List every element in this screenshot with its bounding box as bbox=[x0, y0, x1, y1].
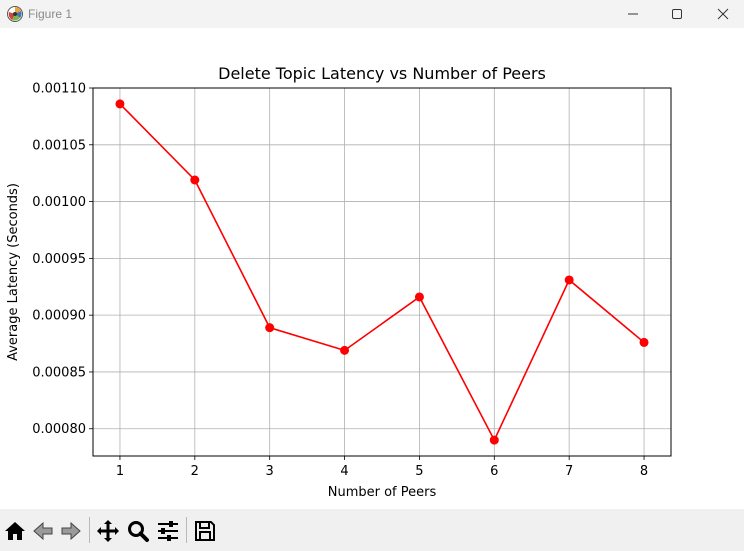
title-bar: Figure 1 bbox=[0, 0, 744, 28]
x-tick-label: 5 bbox=[415, 464, 423, 479]
zoom-button[interactable] bbox=[125, 518, 151, 544]
matplotlib-logo-icon bbox=[7, 6, 23, 22]
configure-subplots-button[interactable] bbox=[155, 518, 181, 544]
toolbar-separator bbox=[89, 517, 90, 543]
x-tick-label: 8 bbox=[640, 464, 648, 479]
minimize-button[interactable] bbox=[610, 0, 656, 28]
x-tick-label: 1 bbox=[116, 464, 124, 479]
close-icon bbox=[717, 8, 729, 20]
close-button[interactable] bbox=[700, 0, 744, 28]
y-tick-label: 0.00110 bbox=[32, 82, 86, 97]
data-point bbox=[265, 323, 275, 333]
data-point bbox=[489, 435, 499, 445]
x-axis-label: Number of Peers bbox=[328, 485, 437, 500]
pan-button[interactable] bbox=[95, 518, 121, 544]
figure-canvas[interactable]: 1 2 3 4 5 6 7 8 0.00080 0.00085 0.00090 0.00095 0.00… bbox=[0, 28, 744, 509]
ticks: 1 2 3 4 5 6 7 8 0.00080 0.00085 0.00090 0.00095 0.00… bbox=[32, 82, 648, 480]
y-axis-label: Average Latency (Seconds) bbox=[6, 183, 21, 361]
save-icon bbox=[195, 521, 215, 541]
zoom-icon bbox=[128, 521, 149, 542]
back-button[interactable] bbox=[30, 518, 56, 544]
maximize-icon bbox=[672, 9, 682, 19]
forward-button[interactable] bbox=[58, 518, 84, 544]
data-point bbox=[414, 292, 424, 302]
line-chart: 1 2 3 4 5 6 7 8 0.00080 0.00085 0.00090 0.00095 0.00… bbox=[6, 64, 672, 500]
pan-icon bbox=[97, 520, 119, 542]
forward-icon bbox=[61, 521, 81, 541]
data-points bbox=[115, 99, 649, 445]
y-tick-label: 0.00090 bbox=[32, 309, 86, 324]
y-tick-label: 0.00095 bbox=[32, 252, 86, 267]
grid bbox=[93, 87, 671, 456]
data-point bbox=[564, 275, 574, 285]
navigation-toolbar bbox=[0, 509, 744, 551]
save-button[interactable] bbox=[192, 518, 218, 544]
y-tick-label: 0.00085 bbox=[32, 365, 86, 380]
x-tick-label: 4 bbox=[340, 464, 348, 479]
back-icon bbox=[33, 521, 53, 541]
y-tick-label: 0.00080 bbox=[32, 422, 86, 437]
axes-frame bbox=[92, 87, 672, 457]
x-tick-label: 2 bbox=[191, 464, 199, 479]
minimize-icon bbox=[628, 13, 638, 15]
data-point bbox=[639, 337, 649, 347]
maximize-button[interactable] bbox=[654, 0, 700, 28]
series-line bbox=[119, 103, 645, 442]
home-button[interactable] bbox=[2, 518, 28, 544]
y-tick-label: 0.00100 bbox=[32, 195, 86, 210]
x-tick-label: 6 bbox=[490, 464, 498, 479]
x-tick-label: 3 bbox=[266, 464, 274, 479]
data-point bbox=[115, 99, 125, 109]
toolbar-separator bbox=[186, 517, 187, 543]
y-tick-label: 0.00105 bbox=[32, 138, 86, 153]
window-title: Figure 1 bbox=[28, 7, 73, 21]
data-point bbox=[190, 175, 200, 185]
configure-subplots-icon bbox=[158, 521, 178, 541]
x-tick-label: 7 bbox=[565, 464, 573, 479]
chart-title: Delete Topic Latency vs Number of Peers bbox=[218, 64, 546, 83]
data-point bbox=[340, 345, 350, 355]
home-icon bbox=[5, 522, 25, 540]
